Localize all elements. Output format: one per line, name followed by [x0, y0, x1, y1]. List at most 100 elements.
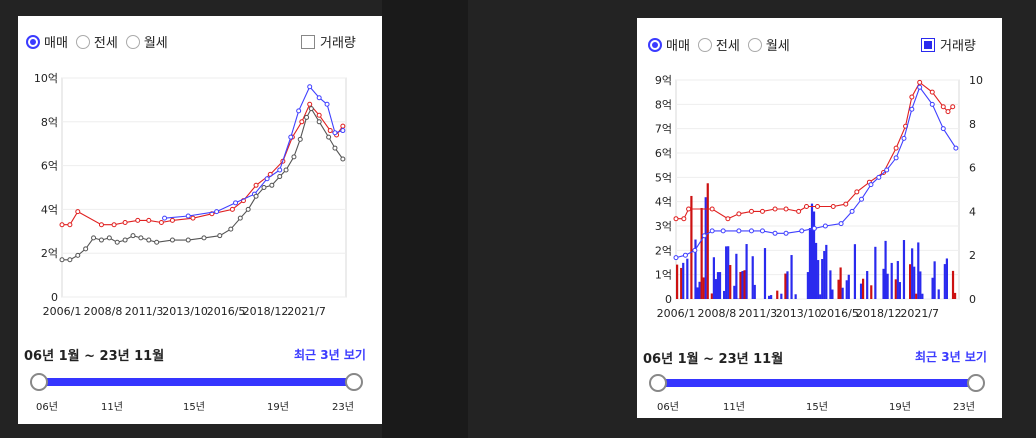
volume-bar — [886, 273, 889, 299]
data-point — [673, 255, 679, 261]
data-point — [953, 145, 959, 151]
period-slider-end-handle[interactable] — [345, 373, 363, 391]
volume-toggle[interactable]: 거래량 — [301, 32, 356, 51]
data-point — [83, 246, 89, 252]
radio-sale[interactable]: 매매 — [648, 35, 690, 54]
data-point — [261, 185, 267, 190]
volume-bar — [763, 248, 767, 299]
volume-bar — [806, 272, 810, 299]
radio-button[interactable] — [75, 34, 90, 49]
radio-monthly[interactable]: 월세 — [747, 35, 790, 54]
slider-tick: 23년 — [332, 402, 354, 413]
radio-button-selected[interactable] — [26, 34, 40, 49]
data-point — [307, 84, 313, 90]
data-point — [253, 193, 259, 199]
x-tick-label: 2016/5 — [207, 305, 246, 318]
price-chart-panel-right: 매매 전세 월세 거래량 0 1억 2억 3억 4억 5억 6억 7억 8억 9억 0 2 4 6 8 10 2… — [637, 18, 1002, 418]
data-point — [304, 114, 310, 120]
volume-bar — [753, 284, 756, 299]
volume-bar — [953, 292, 957, 299]
slider-tick: 06년 — [36, 402, 58, 413]
volume-bar — [808, 228, 812, 299]
data-point — [214, 209, 220, 215]
radio-jeonse[interactable]: 전세 — [75, 32, 118, 51]
recent-3y-link[interactable]: 최근 3년 보기 — [294, 348, 366, 362]
x-tick-label: 2021/7 — [900, 307, 939, 320]
volume-bar — [714, 279, 718, 299]
volume-bar — [943, 264, 946, 299]
volume-bar — [933, 261, 936, 299]
period-range-label: 06년 1월 ~ 23년 11월 — [643, 352, 784, 367]
radio-button[interactable] — [125, 34, 140, 49]
data-point — [217, 233, 223, 239]
volume-bar — [823, 251, 826, 299]
period-slider-start-handle[interactable] — [649, 374, 667, 392]
volume-bar — [882, 268, 885, 299]
data-point — [950, 104, 956, 110]
data-point — [138, 235, 144, 241]
period-slider-start-handle[interactable] — [30, 373, 48, 391]
data-point — [229, 206, 235, 212]
data-point — [849, 208, 855, 214]
data-point — [59, 257, 65, 263]
radio-sale[interactable]: 매매 — [26, 32, 68, 51]
volume-bar — [710, 293, 713, 299]
data-point — [796, 208, 802, 214]
data-point — [772, 206, 778, 212]
data-point — [772, 230, 778, 236]
slider-tick: 11년 — [723, 402, 745, 413]
volume-bar — [874, 246, 877, 299]
period-slider-track[interactable] — [661, 379, 977, 387]
period-slider-track[interactable] — [42, 378, 354, 386]
radio-monthly[interactable]: 월세 — [125, 32, 168, 51]
data-point — [940, 126, 946, 132]
volume-bar — [931, 277, 934, 299]
series-line-blue — [164, 85, 343, 219]
volume-bar — [702, 277, 705, 299]
data-point — [748, 228, 754, 234]
trade-type-radio-group: 매매 전세 월세 — [26, 32, 176, 51]
volume-bar — [909, 264, 912, 299]
data-point — [135, 217, 141, 223]
data-point — [854, 189, 860, 195]
data-point — [316, 112, 322, 118]
data-point — [686, 206, 692, 212]
data-point — [709, 206, 715, 212]
volume-bar — [745, 244, 748, 299]
volume-bar — [712, 257, 715, 299]
volume-bar — [680, 267, 683, 299]
y-tick-label: 3억 — [655, 220, 672, 233]
data-point — [228, 226, 234, 232]
period-slider-end-handle[interactable] — [967, 374, 985, 392]
series-line-blue — [675, 86, 957, 259]
radio-jeonse[interactable]: 전세 — [697, 35, 740, 54]
data-point — [909, 94, 915, 100]
x-tick-label: 2013/10 — [776, 307, 822, 320]
volume-checkbox-checked[interactable] — [921, 37, 935, 52]
data-point — [830, 204, 836, 210]
recent-3y-link[interactable]: 최근 3년 보기 — [915, 350, 987, 364]
radio-button[interactable] — [697, 37, 712, 52]
volume-bar — [718, 272, 722, 299]
data-point — [681, 216, 687, 222]
radio-button[interactable] — [747, 37, 762, 52]
volume-bar — [921, 293, 924, 299]
data-point — [682, 252, 688, 258]
y-tick-label: 0 — [665, 293, 672, 306]
data-point — [799, 228, 805, 234]
plot-area — [61, 77, 347, 298]
radio-label-jeonse: 전세 — [715, 39, 740, 54]
radio-button-selected[interactable] — [648, 37, 662, 52]
y-tick-label: 1억 — [655, 269, 672, 282]
data-point — [297, 136, 303, 142]
volume-checkbox[interactable] — [301, 34, 315, 49]
y-tick-label: 5억 — [655, 171, 672, 184]
data-point — [277, 174, 283, 180]
data-point — [940, 104, 946, 110]
data-point — [783, 206, 789, 212]
volume-toggle[interactable]: 거래량 — [921, 35, 976, 54]
x-tick-label: 2011/3 — [125, 305, 164, 318]
x-tick-label: 2013/10 — [162, 305, 208, 318]
volume-bar — [727, 246, 730, 299]
